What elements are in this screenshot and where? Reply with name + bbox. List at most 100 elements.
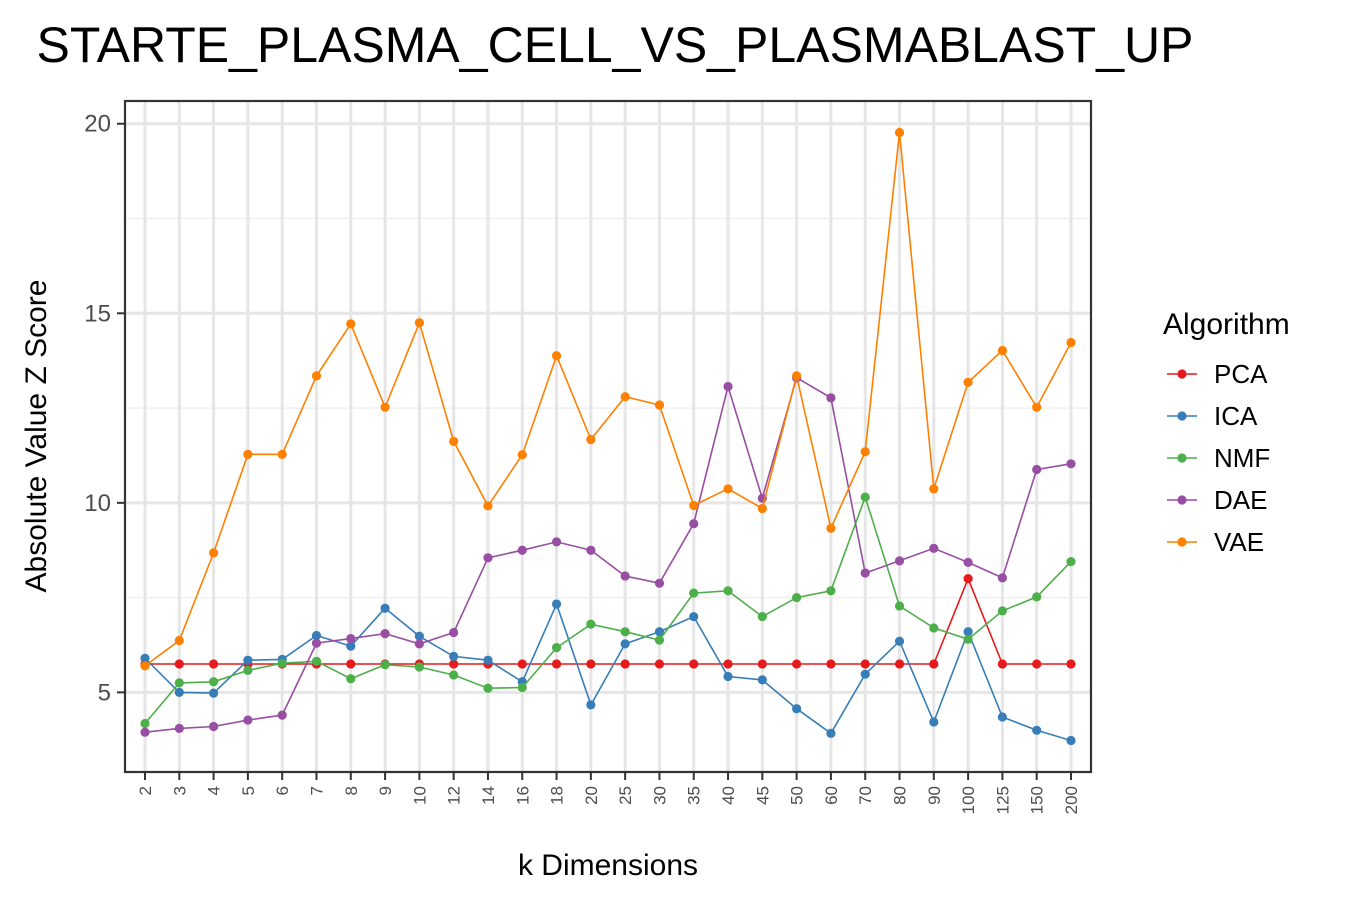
data-point-vae	[757, 503, 767, 514]
data-point-ica	[757, 675, 767, 685]
series-line-nmf	[144, 494, 1072, 725]
series-vae	[140, 127, 1076, 671]
data-point-dae	[826, 393, 836, 403]
data-point-vae	[826, 523, 836, 533]
data-point-nmf	[1032, 592, 1042, 602]
data-point-vae	[483, 501, 493, 511]
legend-item-nmf: NMF	[1167, 443, 1270, 473]
x-tick-label: 100	[959, 786, 978, 814]
series-ica	[140, 599, 1076, 746]
series-layer	[140, 127, 1076, 746]
x-tick-label: 60	[822, 786, 841, 805]
data-point-nmf	[792, 593, 802, 603]
data-point-nmf	[654, 635, 665, 645]
data-point-ica	[380, 603, 390, 613]
data-point-nmf	[346, 674, 356, 684]
legend-item-dae: DAE	[1167, 485, 1267, 515]
x-tick-label: 150	[1028, 786, 1047, 814]
x-tick-label: 18	[548, 786, 567, 805]
data-point-vae	[1032, 402, 1042, 412]
data-point-ica	[894, 636, 905, 646]
data-point-nmf	[586, 619, 596, 629]
data-point-dae	[380, 629, 390, 639]
data-point-dae	[551, 537, 562, 547]
data-point-ica	[483, 655, 493, 665]
data-point-nmf	[243, 665, 253, 676]
chart-title: STARTE_PLASMA_CELL_VS_PLASMABLAST_UP	[36, 17, 1193, 73]
legend-key-point	[1177, 495, 1187, 505]
grid-lines	[125, 101, 1091, 772]
data-point-nmf	[929, 623, 939, 633]
data-point-vae	[654, 400, 665, 410]
data-point-pca	[517, 659, 527, 669]
data-point-dae	[243, 715, 253, 725]
data-point-nmf	[140, 718, 150, 729]
data-point-dae	[208, 721, 219, 732]
data-point-nmf	[860, 492, 870, 502]
y-axis: 5 10 15 20	[84, 111, 125, 706]
data-point-pca	[551, 659, 562, 669]
x-tick-label: 12	[445, 786, 464, 805]
data-point-ica	[963, 627, 973, 637]
data-point-nmf	[963, 634, 973, 644]
data-point-pca	[654, 659, 665, 669]
x-tick-label: 25	[616, 786, 635, 805]
data-point-dae	[1032, 464, 1042, 475]
data-point-pca	[757, 659, 767, 669]
data-point-vae	[723, 484, 733, 494]
y-tick-label: 10	[84, 490, 111, 517]
data-point-dae	[174, 723, 184, 734]
data-point-dae	[517, 545, 527, 555]
data-point-vae	[792, 371, 802, 381]
data-point-dae	[277, 710, 287, 720]
data-point-nmf	[689, 588, 699, 598]
data-point-ica	[689, 611, 699, 622]
data-point-pca	[346, 659, 356, 669]
series-line-dae	[144, 376, 1072, 733]
data-point-pca	[1032, 659, 1042, 669]
data-point-pca	[586, 659, 596, 669]
data-point-dae	[1066, 459, 1076, 469]
y-tick-label: 20	[84, 111, 111, 138]
legend-item-vae: VAE	[1167, 527, 1264, 557]
y-axis-title: Absolute Value Z Score	[20, 280, 53, 593]
y-tick-label: 15	[84, 300, 111, 327]
data-point-ica	[174, 687, 184, 697]
data-point-ica	[243, 655, 253, 665]
data-point-vae	[208, 548, 219, 558]
x-tick-label: 20	[582, 786, 601, 805]
legend-key-point	[1177, 453, 1187, 463]
data-point-vae	[414, 318, 424, 328]
data-point-pca	[723, 659, 733, 669]
x-tick-label: 3	[170, 786, 189, 795]
data-point-pca	[174, 659, 184, 669]
x-axis: 2 3 4 5 6 7 8 9 10 12 14 16 18 20 25 30 35 40 45 50 60 70 80 90…	[136, 772, 1081, 814]
series-dae	[140, 373, 1076, 737]
data-point-pca	[894, 659, 905, 669]
legend-label: DAE	[1214, 485, 1267, 515]
data-point-pca	[689, 659, 699, 669]
x-tick-label: 7	[307, 786, 326, 795]
data-point-vae	[449, 436, 459, 447]
data-point-ica	[826, 728, 836, 738]
x-tick-label: 90	[925, 786, 944, 805]
data-point-ica	[311, 630, 322, 641]
data-point-ica	[929, 717, 939, 727]
data-point-nmf	[1066, 557, 1076, 567]
legend-label: NMF	[1214, 443, 1270, 473]
data-point-dae	[894, 556, 905, 566]
data-point-dae	[311, 638, 322, 648]
data-point-dae	[449, 627, 459, 638]
data-point-dae	[929, 543, 939, 553]
data-point-nmf	[483, 683, 493, 693]
data-point-ica	[620, 639, 630, 649]
data-point-pca	[449, 659, 459, 669]
data-point-ica	[586, 700, 596, 710]
legend-label: ICA	[1214, 401, 1258, 431]
legend-key-point	[1177, 369, 1187, 379]
legend-item-pca: PCA	[1167, 359, 1268, 389]
data-point-vae	[311, 371, 322, 381]
series-line-pca	[145, 576, 1071, 665]
data-point-nmf	[380, 660, 390, 670]
data-point-pca	[963, 574, 973, 584]
